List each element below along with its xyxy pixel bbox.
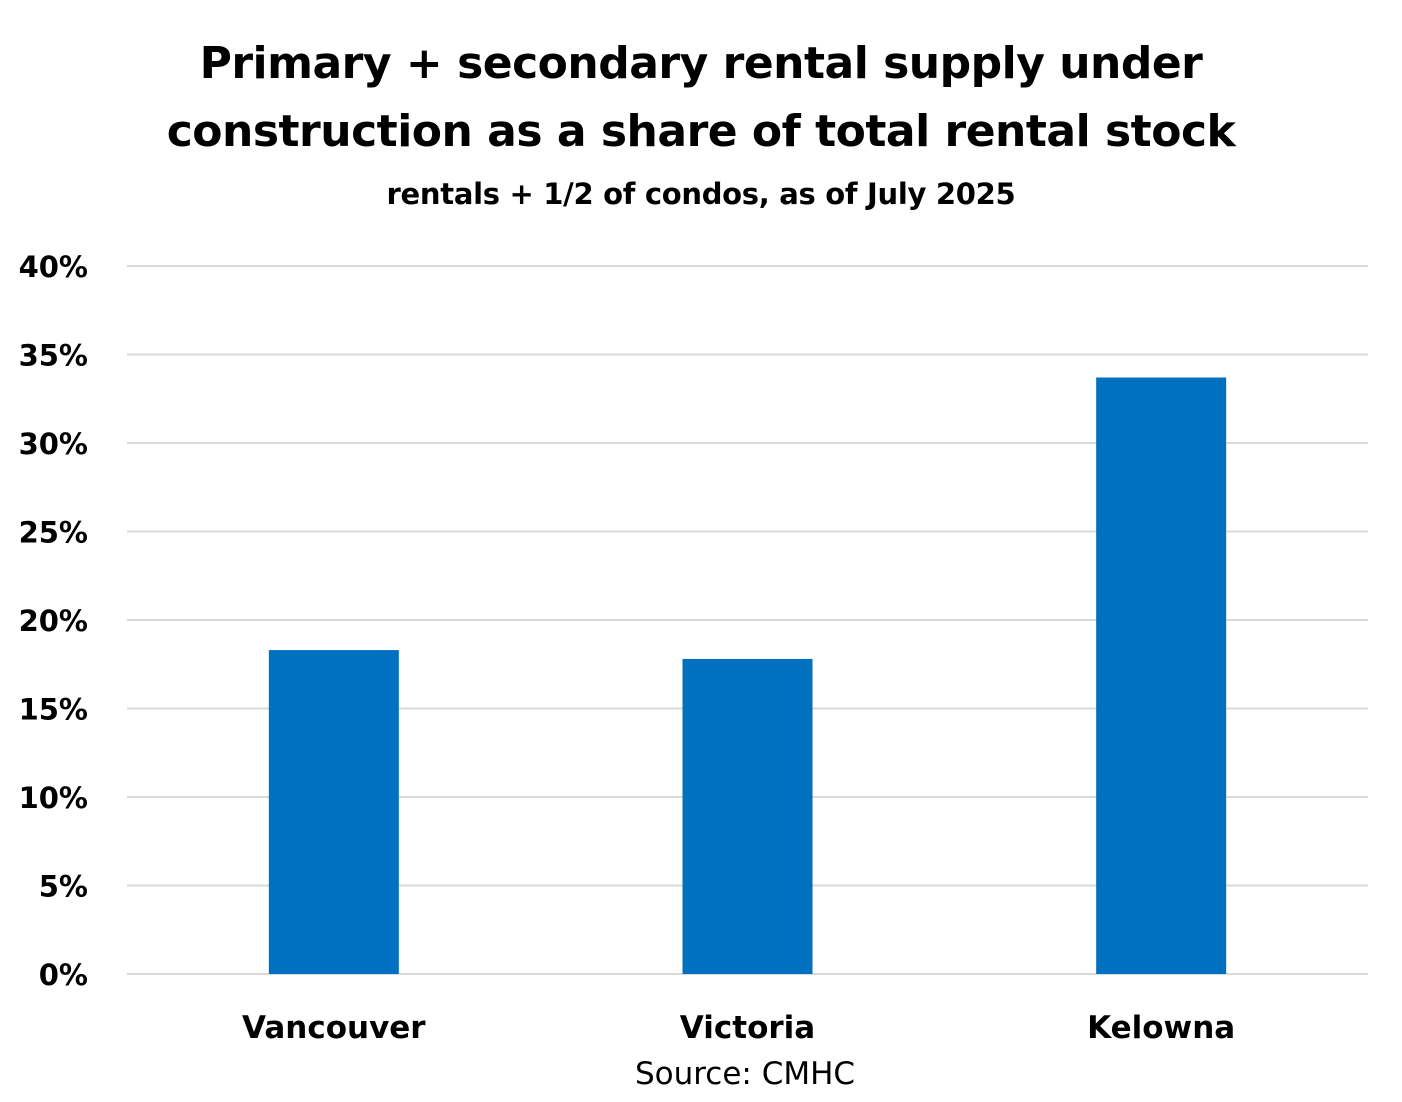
y-tick-label: 5% [39,870,88,904]
y-axis-tick-labels: 0% 5% 10% 15% 20% 25% 30% 35% 40% [19,250,88,992]
y-tick-label: 25% [19,516,88,550]
x-category-label: Kelowna [1087,1010,1235,1046]
y-tick-label: 15% [19,693,88,727]
source-note: Source: CMHC [634,1056,856,1092]
chart-title-line-1: Primary + secondary rental supply under [199,38,1203,89]
y-tick-label: 10% [19,781,88,815]
chart-title-line-2: construction as a share of total rental … [166,106,1236,157]
x-category-label: Victoria [680,1010,815,1046]
y-tick-label: 40% [19,250,88,284]
bars [268,377,1227,974]
x-axis-category-labels: Vancouver Victoria Kelowna [242,1010,1235,1046]
chart-subtitle: rentals + 1/2 of condos, as of July 2025 [386,177,1016,211]
x-category-label: Vancouver [242,1010,426,1046]
bar-victoria [682,658,813,974]
bar-vancouver [268,650,399,974]
chart-title: Primary + secondary rental supply under … [0,30,1402,166]
y-tick-label: 20% [19,604,88,638]
y-tick-label: 0% [39,958,88,992]
bar-kelowna [1096,377,1227,974]
y-tick-label: 30% [19,427,88,461]
y-tick-label: 35% [19,339,88,373]
